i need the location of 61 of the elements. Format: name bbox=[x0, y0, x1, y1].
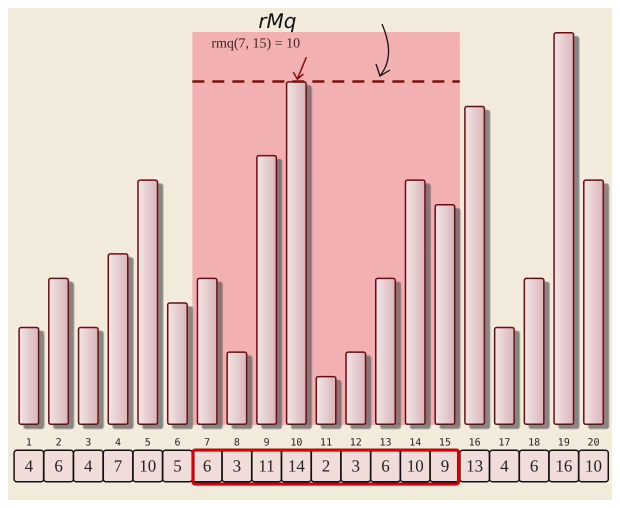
bar bbox=[48, 278, 70, 425]
data-label: 4 bbox=[84, 456, 94, 476]
bar bbox=[108, 253, 129, 425]
x-tick-label: 8 bbox=[234, 438, 240, 448]
x-tick-label: 20 bbox=[588, 438, 600, 448]
data-label: 2 bbox=[322, 456, 330, 476]
bar bbox=[404, 179, 426, 425]
x-tick-label: 15 bbox=[438, 438, 451, 448]
x-tick-label: 16 bbox=[468, 438, 481, 448]
bar bbox=[434, 204, 456, 425]
x-tick-label: 3 bbox=[85, 438, 92, 448]
data-label: 6 bbox=[202, 456, 212, 476]
bar bbox=[316, 376, 337, 425]
data-label: 4 bbox=[24, 456, 34, 476]
x-tick-label: 4 bbox=[115, 438, 122, 448]
bar bbox=[256, 154, 278, 425]
x-tick-label: 14 bbox=[409, 438, 422, 448]
data-label: 5 bbox=[173, 456, 182, 476]
data-label: 14 bbox=[288, 456, 306, 476]
text: rMq bbox=[258, 9, 297, 33]
x-tick-label: 18 bbox=[528, 438, 540, 448]
x-tick-label: 2 bbox=[56, 438, 62, 448]
bar bbox=[464, 106, 486, 425]
x-tick-label: 19 bbox=[558, 438, 570, 448]
bar bbox=[166, 302, 188, 425]
data-label: 16 bbox=[555, 456, 572, 476]
bar bbox=[78, 326, 99, 425]
bar bbox=[137, 179, 158, 425]
data-label: 9 bbox=[440, 456, 450, 476]
x-tick-label: 1 bbox=[26, 438, 32, 448]
annotation: rmq(7, 15) = 10 bbox=[211, 36, 300, 52]
data-label: 3 bbox=[352, 456, 360, 476]
x-tick-label: 17 bbox=[498, 438, 510, 448]
x-tick-label: 9 bbox=[264, 438, 270, 448]
bar bbox=[226, 351, 248, 425]
x-tick-label: 5 bbox=[144, 438, 151, 448]
data-label: 3 bbox=[232, 456, 242, 476]
data-label: 4 bbox=[500, 456, 510, 476]
x-tick-label: 11 bbox=[320, 438, 332, 448]
data-label: 6 bbox=[54, 456, 63, 476]
bar bbox=[18, 326, 40, 425]
x-tick-label: 12 bbox=[350, 438, 362, 448]
x-tick-label: 13 bbox=[379, 438, 392, 448]
bar bbox=[524, 278, 545, 425]
bar bbox=[375, 278, 396, 425]
x-tick-label: 10 bbox=[290, 438, 302, 448]
bar bbox=[553, 32, 574, 425]
data-label: 6 bbox=[381, 456, 390, 476]
x-tick-label: 6 bbox=[174, 438, 180, 448]
data-label: 10 bbox=[406, 456, 424, 476]
data-label: 13 bbox=[466, 456, 484, 476]
bar bbox=[583, 179, 604, 425]
data-label: 10 bbox=[139, 456, 156, 476]
data-label: 7 bbox=[114, 456, 123, 476]
data-label: 6 bbox=[530, 456, 538, 476]
bar bbox=[345, 351, 366, 425]
bar bbox=[494, 326, 515, 425]
data-label: 10 bbox=[585, 456, 602, 476]
bar bbox=[196, 278, 218, 425]
x-tick-label: 7 bbox=[204, 438, 210, 448]
data-label: 11 bbox=[258, 456, 275, 476]
